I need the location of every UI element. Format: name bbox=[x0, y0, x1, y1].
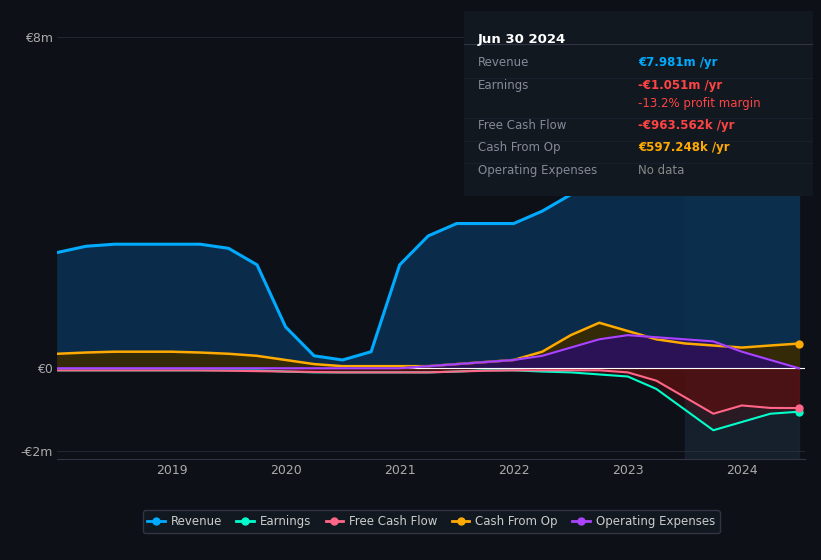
Text: No data: No data bbox=[639, 164, 685, 176]
Text: €7.981m /yr: €7.981m /yr bbox=[639, 57, 718, 69]
Text: Cash From Op: Cash From Op bbox=[478, 142, 560, 155]
Text: Operating Expenses: Operating Expenses bbox=[478, 164, 597, 176]
Text: Revenue: Revenue bbox=[478, 57, 530, 69]
Text: Jun 30 2024: Jun 30 2024 bbox=[478, 34, 566, 46]
Text: €597.248k /yr: €597.248k /yr bbox=[639, 142, 730, 155]
Bar bbox=[685, 17, 799, 459]
Text: Earnings: Earnings bbox=[478, 78, 530, 92]
Text: -€1.051m /yr: -€1.051m /yr bbox=[639, 78, 722, 92]
Text: -€963.562k /yr: -€963.562k /yr bbox=[639, 119, 735, 132]
Text: Free Cash Flow: Free Cash Flow bbox=[478, 119, 566, 132]
Legend: Revenue, Earnings, Free Cash Flow, Cash From Op, Operating Expenses: Revenue, Earnings, Free Cash Flow, Cash … bbox=[143, 511, 719, 533]
Text: -13.2% profit margin: -13.2% profit margin bbox=[639, 97, 761, 110]
